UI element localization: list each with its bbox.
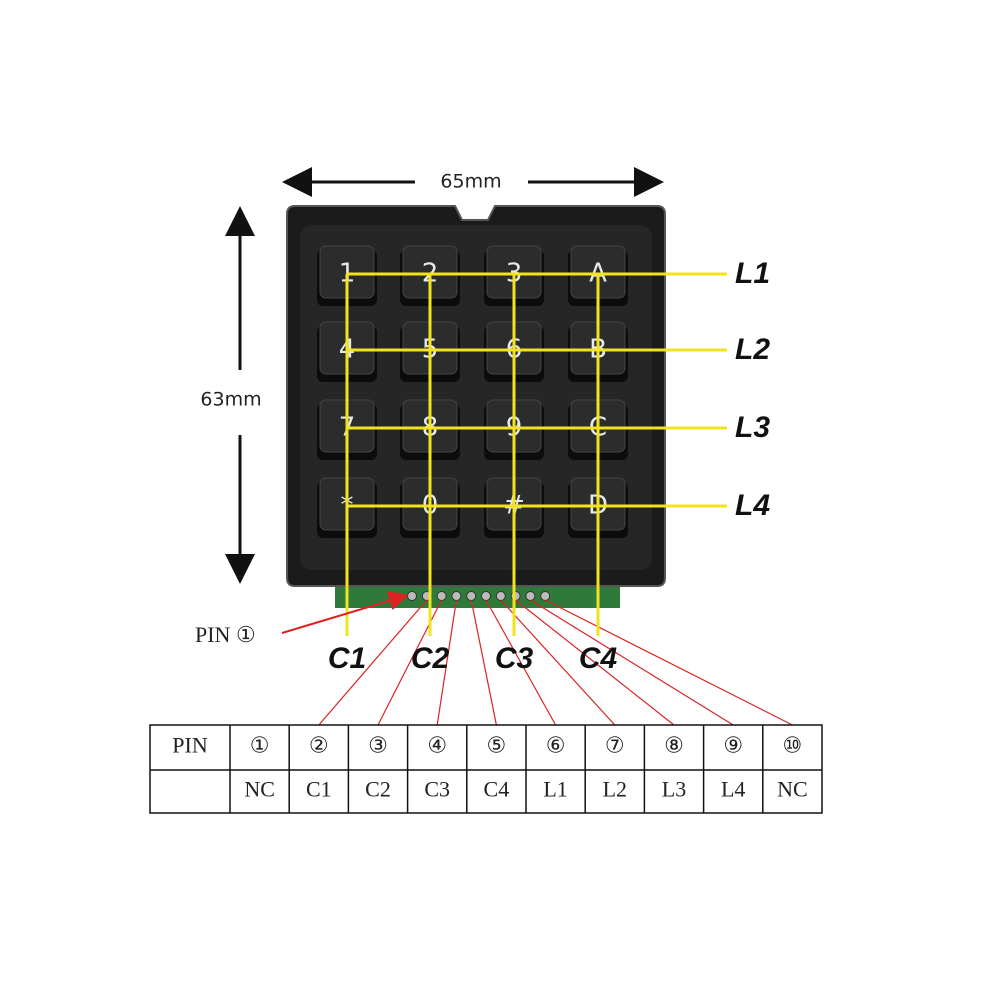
table-header-cell: ① bbox=[250, 733, 270, 758]
column-label: C3 bbox=[495, 642, 534, 675]
pin-wire bbox=[544, 599, 793, 726]
height-label: 63mm bbox=[200, 389, 261, 411]
column-label: C1 bbox=[328, 642, 366, 675]
table-value-cell: L4 bbox=[721, 777, 745, 802]
table-header-cell: ⑨ bbox=[723, 733, 743, 758]
matrix-lines: L1 L2 L3 L4 C1 C2 C3 C4 bbox=[318, 257, 793, 726]
pin bbox=[407, 591, 417, 601]
pin-table: PIN ① ② ③ ④ ⑤ ⑥ ⑦ ⑧ ⑨ ⑩ NC C1 C2 C3 C4 L1 L2 L3 L4 NC bbox=[149, 724, 823, 814]
keys: 123A456B789C*0#D bbox=[317, 245, 628, 538]
row-label: L1 bbox=[735, 257, 770, 290]
column-label: C4 bbox=[579, 642, 618, 675]
table-value-cell: NC bbox=[244, 777, 275, 802]
pin bbox=[510, 591, 521, 601]
pin-wire bbox=[530, 599, 734, 726]
pin bbox=[495, 591, 506, 601]
pin-wire bbox=[500, 599, 616, 726]
row-label: L3 bbox=[735, 411, 770, 444]
pin-wire bbox=[318, 599, 428, 726]
pin-wire bbox=[470, 599, 497, 726]
table-value-cell: C4 bbox=[484, 777, 510, 802]
width-label: 65mm bbox=[440, 171, 501, 193]
pin bbox=[525, 591, 536, 601]
table-header-cell: ⑤ bbox=[487, 733, 507, 758]
table-value-cell: L1 bbox=[543, 777, 567, 802]
pins bbox=[407, 591, 551, 601]
row-label: L4 bbox=[735, 489, 770, 522]
row-label: L2 bbox=[735, 333, 770, 366]
table-header-cell: ⑦ bbox=[605, 733, 625, 758]
table-header-cell: ⑥ bbox=[546, 733, 566, 758]
table-value-cell: NC bbox=[777, 777, 808, 802]
column-label: C2 bbox=[411, 642, 450, 675]
pin-wire bbox=[485, 599, 557, 726]
pin bbox=[451, 591, 462, 601]
table-value-cell: C1 bbox=[306, 777, 332, 802]
table-value-cell: L2 bbox=[603, 777, 627, 802]
table-value-cell: L3 bbox=[662, 777, 686, 802]
table-value-cell: C2 bbox=[365, 777, 391, 802]
table-header-cell: PIN bbox=[172, 733, 208, 758]
table-header-cell: ⑧ bbox=[664, 733, 684, 758]
table-value-cell: C3 bbox=[424, 777, 450, 802]
keypad-panel bbox=[300, 225, 652, 570]
pin bbox=[466, 591, 477, 601]
pin bbox=[540, 591, 551, 601]
pin bbox=[481, 591, 491, 601]
pin-wire bbox=[515, 599, 675, 726]
table-header-cell: ③ bbox=[368, 733, 388, 758]
table-header-cell: ② bbox=[309, 733, 329, 758]
pin-wire bbox=[436, 599, 457, 726]
pin bbox=[436, 591, 447, 601]
table-header-cell: ⑩ bbox=[783, 733, 803, 758]
pin-label: PIN ① bbox=[195, 622, 256, 647]
pin1-arrow bbox=[281, 591, 409, 634]
table-header-cell: ④ bbox=[427, 733, 447, 758]
table-border bbox=[149, 724, 823, 814]
